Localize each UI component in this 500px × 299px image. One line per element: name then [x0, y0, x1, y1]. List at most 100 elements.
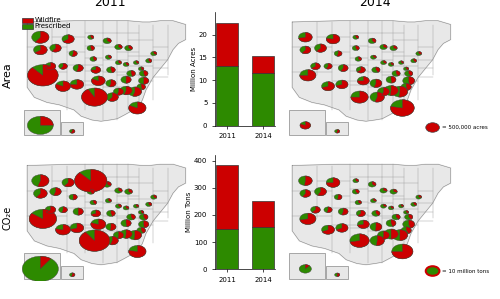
Wedge shape: [336, 129, 340, 133]
Wedge shape: [408, 71, 413, 76]
Wedge shape: [108, 93, 118, 101]
Polygon shape: [27, 164, 186, 265]
Circle shape: [370, 199, 376, 203]
Circle shape: [138, 67, 144, 71]
Circle shape: [150, 51, 157, 56]
Wedge shape: [128, 189, 132, 193]
Wedge shape: [110, 223, 116, 231]
Wedge shape: [28, 65, 58, 86]
Circle shape: [390, 45, 397, 51]
Wedge shape: [118, 60, 122, 64]
Circle shape: [70, 273, 75, 277]
Wedge shape: [76, 65, 84, 72]
Circle shape: [137, 84, 145, 90]
Circle shape: [353, 35, 358, 39]
Wedge shape: [300, 70, 316, 81]
Circle shape: [404, 67, 408, 71]
Circle shape: [426, 123, 440, 132]
Circle shape: [353, 179, 358, 183]
Wedge shape: [91, 66, 101, 73]
Wedge shape: [62, 207, 68, 213]
Circle shape: [116, 60, 121, 65]
Wedge shape: [358, 220, 370, 228]
Wedge shape: [36, 31, 49, 43]
Wedge shape: [52, 44, 61, 52]
Circle shape: [390, 189, 397, 194]
Circle shape: [378, 88, 390, 96]
Circle shape: [300, 122, 310, 129]
Wedge shape: [372, 38, 376, 43]
Wedge shape: [60, 63, 68, 69]
Wedge shape: [126, 76, 131, 83]
Circle shape: [386, 220, 396, 227]
Wedge shape: [382, 88, 390, 96]
Wedge shape: [56, 81, 70, 91]
Wedge shape: [356, 35, 358, 39]
Wedge shape: [107, 181, 111, 186]
Wedge shape: [391, 62, 394, 65]
Circle shape: [322, 82, 334, 91]
Circle shape: [70, 223, 84, 233]
Wedge shape: [126, 206, 129, 209]
Circle shape: [28, 116, 54, 135]
Circle shape: [114, 88, 124, 95]
Circle shape: [120, 230, 132, 238]
Wedge shape: [40, 256, 51, 269]
Wedge shape: [133, 87, 141, 96]
Text: Wildfire: Wildfire: [34, 17, 61, 23]
Circle shape: [120, 86, 132, 95]
Wedge shape: [336, 224, 348, 232]
Circle shape: [128, 231, 141, 240]
Circle shape: [69, 194, 77, 200]
Circle shape: [123, 62, 129, 66]
Circle shape: [126, 71, 136, 77]
Wedge shape: [141, 210, 144, 214]
Circle shape: [22, 256, 59, 281]
Text: CO₂e: CO₂e: [3, 206, 13, 231]
Wedge shape: [117, 88, 123, 95]
Circle shape: [386, 76, 396, 83]
Wedge shape: [124, 86, 132, 95]
Wedge shape: [90, 35, 94, 39]
Circle shape: [398, 204, 404, 208]
Circle shape: [128, 87, 141, 96]
Circle shape: [70, 129, 75, 133]
Bar: [216, 165, 238, 228]
Wedge shape: [326, 178, 340, 187]
Wedge shape: [94, 57, 96, 61]
Wedge shape: [374, 199, 376, 201]
Circle shape: [138, 77, 149, 84]
Wedge shape: [78, 208, 84, 215]
Circle shape: [62, 35, 74, 43]
Wedge shape: [372, 182, 376, 186]
Wedge shape: [392, 244, 413, 259]
Wedge shape: [72, 51, 77, 57]
Wedge shape: [401, 61, 404, 63]
Wedge shape: [337, 51, 342, 56]
Circle shape: [324, 207, 332, 213]
Polygon shape: [292, 21, 450, 121]
Circle shape: [50, 44, 61, 52]
Wedge shape: [401, 204, 404, 207]
Circle shape: [45, 206, 56, 213]
FancyBboxPatch shape: [288, 254, 324, 279]
Wedge shape: [322, 82, 334, 91]
Wedge shape: [306, 265, 310, 269]
Wedge shape: [396, 71, 400, 76]
Wedge shape: [131, 71, 136, 76]
Wedge shape: [110, 236, 118, 245]
Circle shape: [106, 223, 116, 231]
Circle shape: [137, 228, 145, 234]
FancyBboxPatch shape: [288, 110, 324, 135]
Circle shape: [146, 59, 152, 63]
Circle shape: [370, 236, 384, 245]
Circle shape: [300, 213, 316, 225]
Wedge shape: [118, 188, 122, 192]
Wedge shape: [336, 80, 348, 89]
Circle shape: [388, 206, 394, 210]
Circle shape: [58, 63, 68, 69]
Wedge shape: [91, 210, 101, 217]
Wedge shape: [408, 77, 414, 85]
Wedge shape: [376, 236, 384, 245]
Wedge shape: [91, 219, 106, 230]
